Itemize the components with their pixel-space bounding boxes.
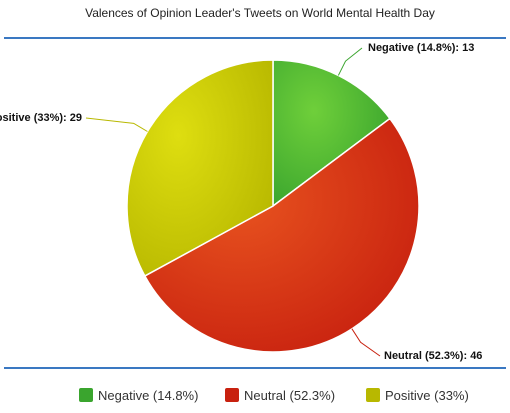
slice-label-positive: Positive (33%): 29	[0, 112, 82, 124]
slice-labels: Negative (14.8%): 13 Neutral (52.3%): 46 P…	[0, 42, 482, 362]
chart-title: Valences of Opinion Leader's Tweets on W…	[85, 6, 435, 20]
leader-lines	[85, 47, 381, 357]
legend-swatch-negative	[79, 388, 93, 402]
legend-swatch-neutral	[225, 388, 239, 402]
leader-line-negative	[337, 47, 363, 76]
slices-layer	[126, 59, 420, 353]
legend-label-neutral[interactable]: Neutral (52.3%)	[244, 388, 335, 403]
legend-swatch-positive	[366, 388, 380, 402]
leader-line-neutral	[351, 328, 381, 357]
legend: Negative (14.8%) Neutral (52.3%) Positive …	[79, 388, 469, 403]
leader-line-positive	[85, 117, 148, 132]
slice-label-neutral: Neutral (52.3%): 46	[384, 350, 482, 362]
legend-label-negative[interactable]: Negative (14.8%)	[98, 388, 198, 403]
pie-slice-positive[interactable]	[126, 59, 274, 277]
legend-label-positive[interactable]: Positive (33%)	[385, 388, 469, 403]
slice-label-negative: Negative (14.8%): 13	[368, 42, 474, 54]
